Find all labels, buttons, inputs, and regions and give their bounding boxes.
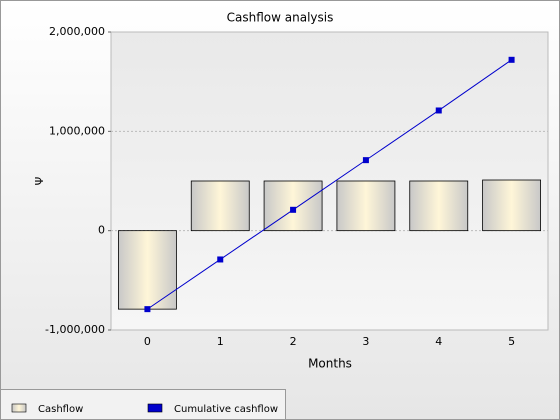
point	[217, 256, 224, 263]
bar	[118, 230, 177, 310]
chart-title: Cashflow analysis	[227, 11, 334, 25]
bar	[190, 180, 250, 232]
plot-area	[110, 31, 549, 331]
x-tick-label: 0	[144, 335, 151, 348]
bar	[409, 180, 469, 232]
point	[508, 56, 515, 63]
y-tick-label: 2,000,000	[49, 25, 105, 38]
legend-swatch	[11, 403, 27, 413]
point	[144, 306, 151, 313]
y-tick-label: -1,000,000	[45, 323, 105, 336]
bar	[336, 180, 396, 232]
y-tick-label: 1,000,000	[49, 124, 105, 137]
bar	[482, 179, 541, 232]
point	[435, 107, 442, 114]
y-axis-label: Ψ	[33, 176, 46, 185]
line	[147, 59, 512, 310]
point	[362, 157, 369, 164]
legend-label: Cashflow	[38, 404, 83, 415]
legend-swatch	[147, 403, 163, 413]
y-tick-label: 0	[98, 224, 105, 237]
legend	[0, 389, 286, 420]
x-tick-label: 3	[362, 335, 369, 348]
x-tick-label: 1	[217, 335, 224, 348]
x-tick-label: 2	[290, 335, 297, 348]
x-axis-label: Months	[308, 357, 352, 371]
legend-label: Cumulative cashflow	[174, 404, 278, 415]
point	[290, 206, 297, 213]
x-tick-label: 5	[508, 335, 515, 348]
x-tick-label: 4	[435, 335, 442, 348]
